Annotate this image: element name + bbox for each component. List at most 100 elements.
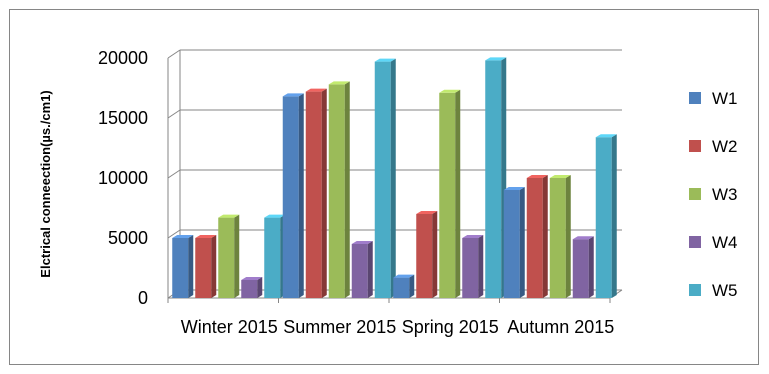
y-tick-label: 20000 [98,48,148,68]
side-wall-line [167,109,181,119]
bar-side [344,81,350,299]
x-category-label: Spring 2015 [402,317,499,337]
bar-front [526,178,543,298]
bar-front [374,61,391,298]
bar-side [367,241,373,298]
bar-side [611,134,617,298]
legend-item: W4 [689,233,738,252]
legend-swatch [689,140,701,152]
bar [264,214,286,298]
bar-top [172,235,194,238]
bar-top [282,93,304,97]
bar-top [485,57,507,61]
y-axis-ticks: 0 5000 10000 15000 20000 [98,48,148,308]
bar-top [264,214,286,218]
bar-front [462,238,479,298]
legend-item: W3 [689,185,738,204]
bar-front [595,137,612,298]
legend-item: W2 [689,137,738,156]
legend-item: W5 [689,281,738,300]
bar-top [218,214,240,218]
bar-side [588,236,594,298]
y-tick-label: 5000 [108,228,148,248]
bar [416,211,438,298]
bar-top [393,274,415,278]
y-tick-label: 15000 [98,108,148,128]
bar-front [264,217,281,298]
bar-top [526,175,548,178]
side-wall-line [167,49,181,59]
bar [595,134,617,298]
bar-front [439,92,456,298]
bar [439,89,461,298]
chart-legend: W1 W2 W3 W4 W5 [689,89,738,300]
bar [328,81,350,299]
bar-side [188,235,194,298]
bar-front [195,238,212,298]
bar [351,241,373,298]
legend-label: W1 [712,89,738,108]
chart-bars [172,57,617,299]
bar-front [503,190,520,298]
bar-top [351,241,373,244]
bar-side [478,235,484,298]
bar-side [455,89,461,298]
bar [282,93,304,299]
bar-top [503,187,525,190]
bar [462,235,484,298]
legend-swatch [689,92,701,104]
bar [485,57,507,299]
legend-swatch [689,284,701,296]
bar [218,214,240,298]
bar-front [351,244,368,298]
legend-label: W5 [712,281,738,300]
bar-side [234,214,240,298]
side-wall-line [167,229,181,239]
bar-side [432,211,438,298]
bar-side [409,274,415,298]
bar-top [305,88,327,92]
legend-swatch [689,188,701,200]
legend-label: W2 [712,137,738,156]
bar [305,88,327,298]
bar-top [241,277,263,280]
bar [526,175,548,298]
bar-front [485,60,502,299]
bar-top [439,89,461,93]
side-wall-line [167,169,181,179]
bar-side [321,88,327,298]
bar [503,187,525,298]
bar [549,175,571,298]
bar-side [565,175,571,298]
y-tick-label: 10000 [98,168,148,188]
bar [374,58,396,298]
x-axis-categories: Winter 2015 Summer 2015 Spring 2015 Autumn … [181,317,615,337]
bar-front [282,96,299,299]
bar-side [298,93,304,299]
bar [241,277,263,298]
bar-front [218,217,235,298]
bar-top [572,236,594,240]
legend-label: W4 [712,233,738,252]
bar-top [549,175,571,178]
bar-front [549,178,566,298]
y-tick-label: 0 [138,288,148,308]
bar-front [172,238,189,298]
bar-top [195,235,217,238]
bar-front [572,239,589,298]
bar-top [416,211,438,214]
bar-top [462,235,484,238]
bar-side [257,277,263,298]
bar-front [241,280,258,298]
bar-top [328,81,350,85]
x-category-label: Autumn 2015 [507,317,614,337]
legend-label: W3 [712,185,738,204]
bar-top [374,58,396,62]
bar-front [328,84,345,299]
y-axis-label: Elctrical conneection(µs./cm1) [38,90,53,277]
bar [195,235,217,298]
bar-top [595,134,617,138]
bar-front [393,277,410,298]
bar-side [390,58,396,298]
